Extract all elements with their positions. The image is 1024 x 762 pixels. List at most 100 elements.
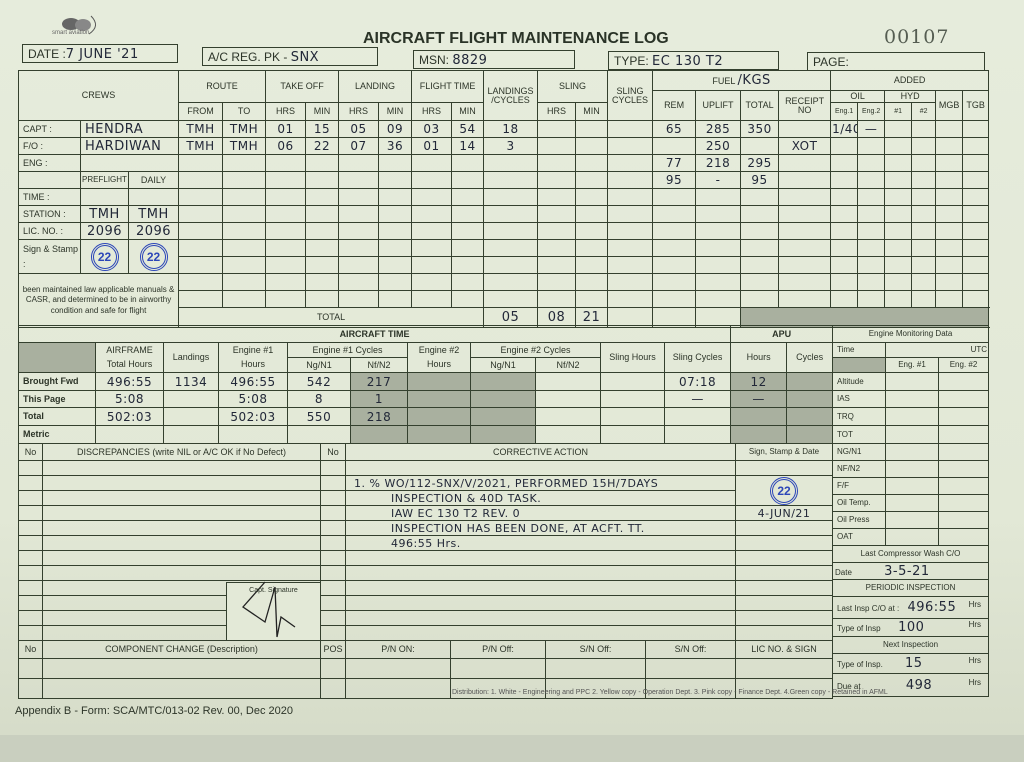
- log-cell: [411, 171, 453, 189]
- log-cell: [483, 222, 539, 240]
- log-cell: [857, 273, 886, 291]
- aircraft-time-cell: 07:18: [663, 372, 732, 391]
- table-row: [18, 595, 833, 611]
- crew-name: HENDRA: [79, 120, 180, 138]
- aircraft-time-cell: 5:08: [95, 390, 164, 408]
- discrepancy-no: [18, 475, 43, 491]
- corrective-no: [320, 460, 346, 476]
- airworthiness-statement: been maintained law applicable manuals &…: [17, 273, 180, 328]
- aircraft-time-cell: 550: [287, 407, 351, 426]
- log-cell: [778, 205, 832, 223]
- log-cell: [607, 222, 654, 240]
- log-cell: [778, 171, 832, 189]
- time-subheader: MIN: [305, 102, 340, 121]
- log-cell: [178, 171, 224, 189]
- log-cell: [305, 290, 340, 308]
- log-cell: [884, 154, 913, 172]
- log-cell: [962, 290, 990, 308]
- table-row: INSPECTION & 40D TASK.: [18, 490, 833, 506]
- corrective-action-line: [345, 565, 736, 581]
- fuel-subheader: TOTAL: [740, 90, 780, 121]
- log-cell: [451, 256, 485, 274]
- table-row: 1. % WO/112-SNX/V/2021, PERFORMED 15H/7D…: [18, 475, 833, 506]
- log-cell: [483, 239, 539, 257]
- sling-hours-header: Sling Hours: [600, 342, 665, 373]
- monitoring-param-label: Oil Press: [832, 511, 886, 529]
- aircraft-time-row-label: This Page: [18, 390, 96, 408]
- aircraft-time-cell: [535, 390, 601, 408]
- log-cell: 285: [695, 120, 742, 138]
- log-cell: -: [695, 171, 742, 189]
- log-cell: [537, 154, 577, 172]
- log-cell: [884, 256, 913, 274]
- log-cell: [962, 256, 990, 274]
- log-cell: 36: [378, 137, 413, 155]
- component-change-cell: [645, 658, 736, 679]
- monitoring-param-label: Altitude: [832, 372, 886, 391]
- log-cell: XOT: [778, 137, 832, 155]
- tgb-header: TGB: [962, 90, 990, 121]
- log-cell: [483, 171, 539, 189]
- component-change-cell: [345, 678, 451, 699]
- eng2-value: [937, 528, 990, 546]
- corrective-action-header: CORRECTIVE ACTION: [345, 443, 736, 461]
- log-cell: [652, 188, 697, 206]
- aircraft-time-row-label: Brought Fwd: [18, 372, 96, 391]
- table-row: Next Inspection: [831, 636, 990, 654]
- date-field: DATE :7 JUNE '21: [22, 44, 178, 63]
- eng1-value: [885, 443, 939, 461]
- table-row: CREWS ROUTE TAKE OFF LANDING FLIGHT TIME LAND…: [17, 70, 990, 121]
- log-cell: [695, 290, 742, 308]
- log-cell: [222, 188, 267, 206]
- log-cell: [740, 256, 780, 274]
- log-cell: [411, 256, 453, 274]
- fuel-subheader: UPLIFT: [695, 90, 742, 121]
- time-subheader: HRS: [265, 102, 307, 121]
- table-row: 496:55 Hrs.: [18, 535, 833, 551]
- date-label: DATE :: [28, 47, 66, 61]
- sign-stamp-label: Sign & Stamp :: [18, 239, 81, 274]
- page-field: PAGE:: [807, 52, 985, 71]
- log-cell: [338, 290, 380, 308]
- log-cell: 07: [338, 137, 380, 155]
- component-change-header: POS: [320, 640, 346, 659]
- eng1-value: [885, 477, 939, 495]
- type-of-inspection-value: 100: [888, 620, 925, 635]
- table-row: Sign & Stamp : 22 22: [18, 239, 990, 274]
- aircraft-time-cell: [730, 407, 788, 426]
- log-cell: [857, 256, 886, 274]
- log-cell: [911, 171, 937, 189]
- log-cell: [607, 273, 654, 291]
- log-cell: [178, 273, 224, 291]
- monitoring-param-label: Oil Temp.: [832, 494, 886, 512]
- time-subheader: MIN: [378, 102, 413, 121]
- log-cell: [451, 205, 485, 223]
- corrective-action-line: INSPECTION & 40D TASK.: [345, 490, 736, 506]
- time-shaded: [832, 357, 886, 373]
- discrepancy-text: [42, 490, 321, 506]
- log-cell: [652, 239, 697, 257]
- sign-cell: [735, 565, 833, 581]
- sling-cycles-header: SLING CYCLES: [607, 70, 654, 121]
- eng1-value: [885, 460, 939, 478]
- log-cell: [935, 154, 964, 172]
- log-cell: [222, 239, 267, 257]
- periodic-inspection-label: PERIODIC INSPECTION: [831, 579, 990, 597]
- log-cell: [962, 273, 990, 291]
- log-cell: [265, 205, 307, 223]
- cycles-subheader: Ng/N1: [287, 357, 351, 373]
- log-cell: [778, 188, 832, 206]
- log-cell: [857, 188, 886, 206]
- log-cell: [178, 154, 224, 172]
- table-row: PREFLIGHT DAILY 95-95: [18, 171, 990, 189]
- aircraft-time-cell: —: [730, 390, 788, 408]
- discrepancy-text: [42, 505, 321, 521]
- log-cell: [740, 137, 780, 155]
- sling-cycles-header: Sling Cycles: [663, 342, 732, 373]
- table-row: Oil Temp.: [832, 494, 990, 512]
- aircraft-time-cell: [786, 390, 834, 408]
- eng1-value: [885, 372, 939, 391]
- log-cell: [652, 205, 697, 223]
- component-change-cell: [42, 678, 321, 699]
- preflight-value: [80, 188, 129, 206]
